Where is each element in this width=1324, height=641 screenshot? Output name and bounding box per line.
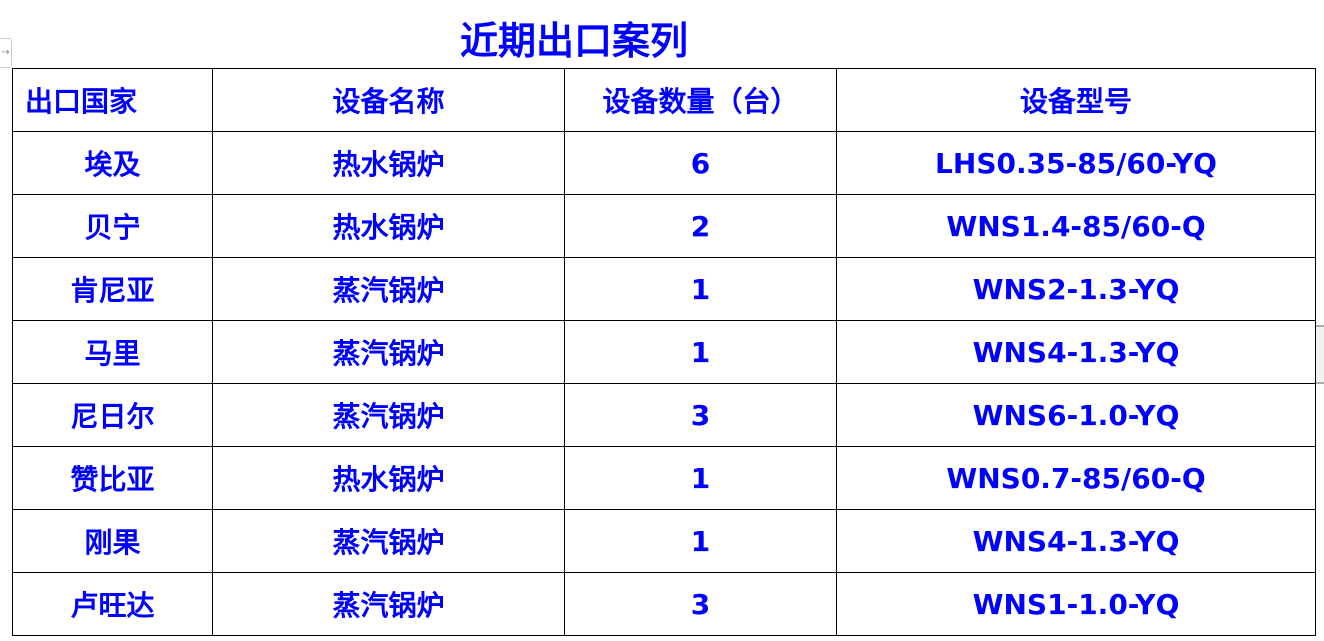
cell-equipment: 蒸汽锅炉 xyxy=(212,572,565,636)
cell-model: WNS6-1.0-YQ xyxy=(836,383,1316,447)
cell-model: WNS4-1.3-YQ xyxy=(836,320,1316,384)
cell-country: 肯尼亚 xyxy=(12,257,213,321)
cell-country: 马里 xyxy=(12,320,213,384)
cell-model: WNS1-1.0-YQ xyxy=(836,572,1316,636)
cell-equipment: 热水锅炉 xyxy=(212,446,565,510)
cell-equipment: 热水锅炉 xyxy=(212,131,565,195)
cell-equipment: 蒸汽锅炉 xyxy=(212,509,565,573)
cell-equipment: 蒸汽锅炉 xyxy=(212,383,565,447)
scroll-handle[interactable] xyxy=(1316,325,1324,384)
header-model: 设备型号 xyxy=(836,68,1316,132)
page-title: 近期出口案列 xyxy=(459,19,688,63)
expand-handle-icon[interactable]: → xyxy=(0,38,12,68)
table-row: 赞比亚 热水锅炉 1 WNS0.7-85/60-Q xyxy=(12,446,1316,510)
cell-quantity: 3 xyxy=(564,383,837,447)
table-row: 埃及 热水锅炉 6 LHS0.35-85/60-YQ xyxy=(12,131,1316,195)
table-header-row: 出口国家 设备名称 设备数量（台） 设备型号 xyxy=(12,68,1316,132)
cell-quantity: 6 xyxy=(564,131,837,195)
cell-quantity: 3 xyxy=(564,572,837,636)
table-row: 肯尼亚 蒸汽锅炉 1 WNS2-1.3-YQ xyxy=(12,257,1316,321)
export-cases-table: 出口国家 设备名称 设备数量（台） 设备型号 埃及 热水锅炉 6 LHS0.35-85… xyxy=(12,68,1316,636)
cell-quantity: 1 xyxy=(564,320,837,384)
table-row: 卢旺达 蒸汽锅炉 3 WNS1-1.0-YQ xyxy=(12,572,1316,636)
table-row: 刚果 蒸汽锅炉 1 WNS4-1.3-YQ xyxy=(12,509,1316,573)
cell-country: 卢旺达 xyxy=(12,572,213,636)
cell-model: WNS1.4-85/60-Q xyxy=(836,194,1316,258)
cell-model: WNS2-1.3-YQ xyxy=(836,257,1316,321)
table-row: 尼日尔 蒸汽锅炉 3 WNS6-1.0-YQ xyxy=(12,383,1316,447)
cell-equipment: 热水锅炉 xyxy=(212,194,565,258)
header-country: 出口国家 xyxy=(12,68,213,132)
cell-country: 赞比亚 xyxy=(12,446,213,510)
cell-quantity: 1 xyxy=(564,257,837,321)
cell-model: WNS0.7-85/60-Q xyxy=(836,446,1316,510)
cell-country: 埃及 xyxy=(12,131,213,195)
cell-quantity: 2 xyxy=(564,194,837,258)
cell-model: WNS4-1.3-YQ xyxy=(836,509,1316,573)
cell-equipment: 蒸汽锅炉 xyxy=(212,257,565,321)
table-row: 马里 蒸汽锅炉 1 WNS4-1.3-YQ xyxy=(12,320,1316,384)
cell-quantity: 1 xyxy=(564,446,837,510)
cell-country: 刚果 xyxy=(12,509,213,573)
header-equipment: 设备名称 xyxy=(212,68,565,132)
cell-country: 尼日尔 xyxy=(12,383,213,447)
cell-model: LHS0.35-85/60-YQ xyxy=(836,131,1316,195)
cell-equipment: 蒸汽锅炉 xyxy=(212,320,565,384)
header-quantity: 设备数量（台） xyxy=(564,68,837,132)
cell-country: 贝宁 xyxy=(12,194,213,258)
cell-quantity: 1 xyxy=(564,509,837,573)
table-row: 贝宁 热水锅炉 2 WNS1.4-85/60-Q xyxy=(12,194,1316,258)
